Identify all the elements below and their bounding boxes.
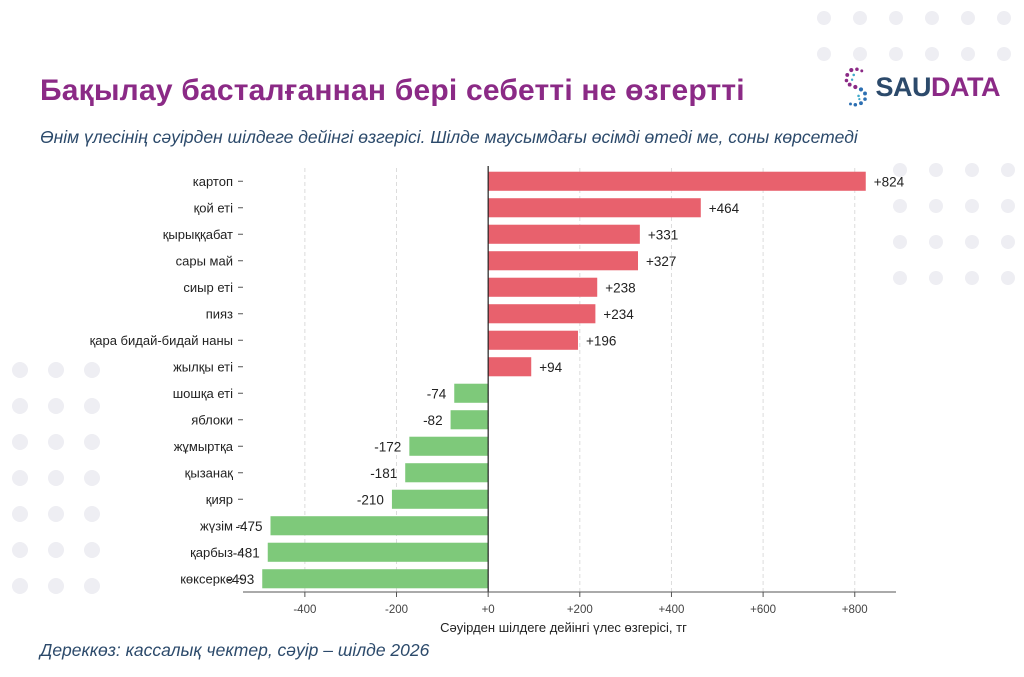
category-label: жүзім bbox=[200, 518, 233, 533]
value-label: +234 bbox=[603, 307, 634, 322]
x-tick-label: -200 bbox=[385, 604, 408, 616]
bar bbox=[488, 251, 639, 271]
value-label: +331 bbox=[648, 227, 678, 242]
bar bbox=[488, 304, 596, 324]
category-label: қияр bbox=[206, 492, 233, 507]
category-label: қарбыз bbox=[190, 545, 233, 560]
category-label: сиыр еті bbox=[183, 280, 233, 295]
bar bbox=[391, 489, 489, 509]
logo-mark-icon bbox=[844, 67, 867, 107]
source-note: Дереккөз: кассалық чектер, сәуір – шілде… bbox=[40, 640, 430, 660]
x-tick-label: +0 bbox=[482, 604, 495, 616]
bar bbox=[488, 330, 578, 350]
category-label: қара бидай-бидай наны bbox=[90, 333, 233, 348]
value-label: -493 bbox=[227, 572, 254, 587]
category-label: көксерке bbox=[180, 571, 233, 586]
bar bbox=[409, 436, 489, 456]
logo-text-data: DATA bbox=[931, 71, 1000, 102]
value-label: -481 bbox=[233, 545, 260, 560]
page-subtitle: Өнім үлесінің сәуірден шілдеге дейінгі ө… bbox=[40, 127, 858, 147]
x-tick-label: -400 bbox=[293, 604, 316, 616]
value-label: +196 bbox=[586, 333, 616, 348]
logo-text: SAUDATA bbox=[876, 72, 1001, 103]
page-title: Бақылау басталғаннан бері себетті не өзг… bbox=[40, 74, 745, 107]
bar bbox=[488, 224, 640, 244]
x-axis-title: Сәуірден шілдеге дейінгі үлес өзгерісі, … bbox=[440, 620, 687, 635]
category-label: жұмыртқа bbox=[174, 439, 234, 454]
category-label: сары май bbox=[176, 253, 233, 268]
logo: SAUDATA bbox=[840, 60, 1000, 114]
value-label: +464 bbox=[709, 201, 740, 216]
bar bbox=[262, 569, 489, 589]
bar bbox=[267, 542, 489, 562]
category-label: қырыққабат bbox=[163, 227, 233, 242]
value-label: -172 bbox=[374, 439, 401, 454]
value-label: -210 bbox=[357, 492, 384, 507]
bar bbox=[488, 277, 598, 297]
bar bbox=[488, 198, 701, 218]
bar bbox=[270, 516, 489, 536]
value-label: -74 bbox=[427, 386, 447, 401]
category-label: шошқа еті bbox=[173, 386, 233, 401]
category-label: қой еті bbox=[194, 200, 234, 215]
x-tick-label: +400 bbox=[659, 604, 685, 616]
bar bbox=[488, 357, 532, 377]
category-label: пияз bbox=[206, 306, 233, 321]
logo-text-sau: SAU bbox=[875, 71, 932, 102]
category-label: қызанақ bbox=[185, 465, 234, 480]
bar bbox=[405, 463, 489, 483]
bar bbox=[488, 171, 866, 191]
bar bbox=[450, 410, 489, 430]
bar bbox=[454, 383, 489, 403]
x-tick-label: +800 bbox=[842, 604, 868, 616]
category-label: картоп bbox=[193, 174, 233, 189]
value-label: -82 bbox=[423, 413, 443, 428]
value-label: +238 bbox=[605, 280, 635, 295]
category-label: жылқы еті bbox=[173, 359, 233, 374]
x-tick-label: +600 bbox=[750, 604, 776, 616]
value-label: -181 bbox=[370, 466, 397, 481]
category-label: яблоки bbox=[191, 412, 233, 427]
value-label: +94 bbox=[539, 360, 562, 375]
value-label: -475 bbox=[235, 519, 262, 534]
value-label: +824 bbox=[874, 174, 905, 189]
x-tick-label: +200 bbox=[567, 604, 593, 616]
value-label: +327 bbox=[646, 254, 676, 269]
